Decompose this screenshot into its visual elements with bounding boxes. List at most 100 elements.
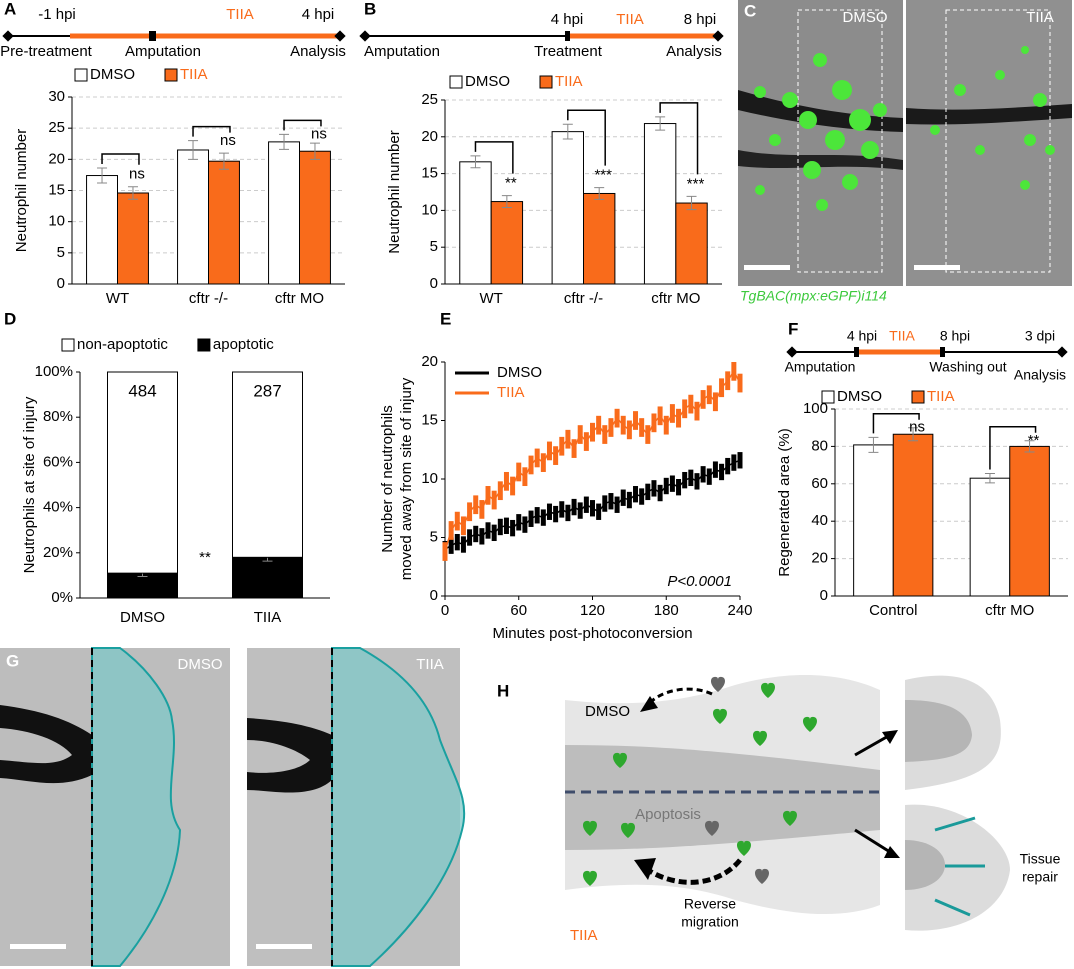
y-tick-label: 10 [421, 201, 438, 218]
bar [208, 160, 240, 285]
legend-swatch [821, 390, 835, 404]
x-tick-label: 0 [441, 602, 449, 619]
error-bar [1024, 440, 1035, 453]
diagram-label: Apoptosis [635, 806, 701, 823]
significance-bracket [101, 153, 140, 165]
bar [969, 477, 1011, 597]
x-tick-label: cftr -/- [564, 290, 603, 307]
panel-letter: C [744, 1, 756, 20]
legend-swatch [911, 390, 925, 404]
timeline-label: Amputation [785, 359, 856, 375]
timeline-label: 4 hpi [847, 328, 877, 344]
y-tick-label: 5 [430, 238, 438, 255]
y-tick-label: 100 [803, 400, 828, 417]
bar-segment [107, 572, 178, 599]
x-tick-label: DMSO [120, 609, 165, 626]
panel-letter: E [440, 309, 451, 328]
significance-label: ns [129, 166, 145, 183]
y-axis-label: Regenerated area (%) [776, 428, 793, 576]
y-tick-label: 0% [51, 589, 73, 606]
legend-label: TIIA [555, 73, 583, 90]
bar [675, 202, 708, 285]
y-tick-label: 15 [48, 181, 65, 198]
y-tick-label: 80 [811, 437, 828, 454]
x-tick-label: 120 [580, 602, 605, 619]
group-label: DMSO [585, 703, 630, 720]
timeline-label: Analysis [290, 43, 346, 60]
timeline-label: Pre-treatment [0, 43, 93, 60]
timeline-label: Treatment [534, 43, 603, 60]
x-tick-label: cftr MO [651, 290, 700, 307]
error-bar [127, 186, 138, 200]
timeline-label: Washing out [929, 359, 1006, 375]
significance-label: *** [594, 167, 612, 184]
legend-label: DMSO [837, 388, 882, 405]
y-tick-label: 40 [811, 512, 828, 529]
y-tick-label: 20 [811, 550, 828, 567]
legend-swatch [74, 68, 88, 82]
error-bar [97, 167, 108, 184]
significance-bracket [659, 102, 699, 175]
bar [268, 141, 300, 285]
image-label: TIIA [1026, 9, 1054, 26]
legend-label: TIIA [497, 384, 525, 401]
y-tick-label: 5 [57, 244, 65, 261]
x-tick-label: TIIA [254, 609, 282, 626]
y-tick-label: 40% [43, 499, 73, 516]
panel-g-images: DMSO TIIA [0, 647, 466, 967]
diagram-label: Reverse [684, 896, 736, 912]
timeline-label: 4 hpi [551, 11, 584, 28]
image-label: DMSO [178, 656, 223, 673]
x-tick-label: 60 [510, 602, 527, 619]
legend-swatch [539, 75, 553, 89]
bar [551, 131, 585, 285]
bar [1009, 445, 1050, 597]
legend-swatch [449, 75, 463, 89]
y-tick-label: 25 [48, 119, 65, 136]
panel-letter: G [6, 651, 19, 670]
y-tick-label: 25 [421, 91, 438, 108]
legend-label: apoptotic [213, 336, 274, 353]
error-bar [686, 195, 697, 211]
group-label: TIIA [570, 927, 598, 944]
timeline-b: 4 hpi TIIA 8 hpi Amputation Treatment An… [359, 11, 724, 60]
panel-letter: F [788, 319, 798, 338]
x-tick-label: WT [480, 290, 503, 307]
error-bar [188, 140, 199, 160]
annotation: P<0.0001 [667, 573, 732, 590]
panel-h-diagram: DMSO Apoptosis TIIA Reverse migration Ti… [565, 674, 1061, 944]
count-label: 287 [253, 381, 281, 400]
significance-label: ns [311, 125, 327, 142]
count-label: 484 [128, 381, 156, 400]
error-bar [594, 187, 605, 200]
error-bar [501, 195, 512, 208]
significance-bracket [567, 109, 606, 166]
legend-label: TIIA [180, 66, 208, 83]
y-tick-label: 0 [430, 275, 438, 292]
significance-bracket [872, 412, 920, 434]
y-tick-label: 30 [48, 88, 65, 105]
panel-letter: B [364, 0, 376, 18]
timeline-label: 4 hpi [302, 6, 335, 23]
timeline-f: 4 hpi TIIA 8 hpi 3 dpi Amputation Washin… [785, 328, 1068, 383]
legend-swatch [197, 338, 211, 352]
bar-segment [232, 556, 303, 599]
data-line [444, 369, 741, 552]
y-axis-label: Neutrophil number [386, 130, 403, 253]
legend-label: DMSO [90, 66, 135, 83]
timeline-label: Amputation [364, 43, 440, 60]
timeline-label: Analysis [666, 43, 722, 60]
bar [490, 201, 524, 285]
y-tick-label: 60 [811, 475, 828, 492]
timeline-label: -1 hpi [38, 6, 76, 23]
significance-label: ** [1028, 432, 1040, 449]
y-tick-label: 5 [430, 528, 438, 545]
bar-segment [232, 371, 303, 558]
x-tick-label: cftr MO [275, 290, 324, 307]
panel-letter: A [4, 0, 16, 18]
legend-swatch [61, 338, 75, 352]
y-tick-label: 80% [43, 408, 73, 425]
data-line [444, 459, 741, 550]
x-tick-label: Control [869, 602, 917, 619]
timeline-label: 8 hpi [684, 11, 717, 28]
